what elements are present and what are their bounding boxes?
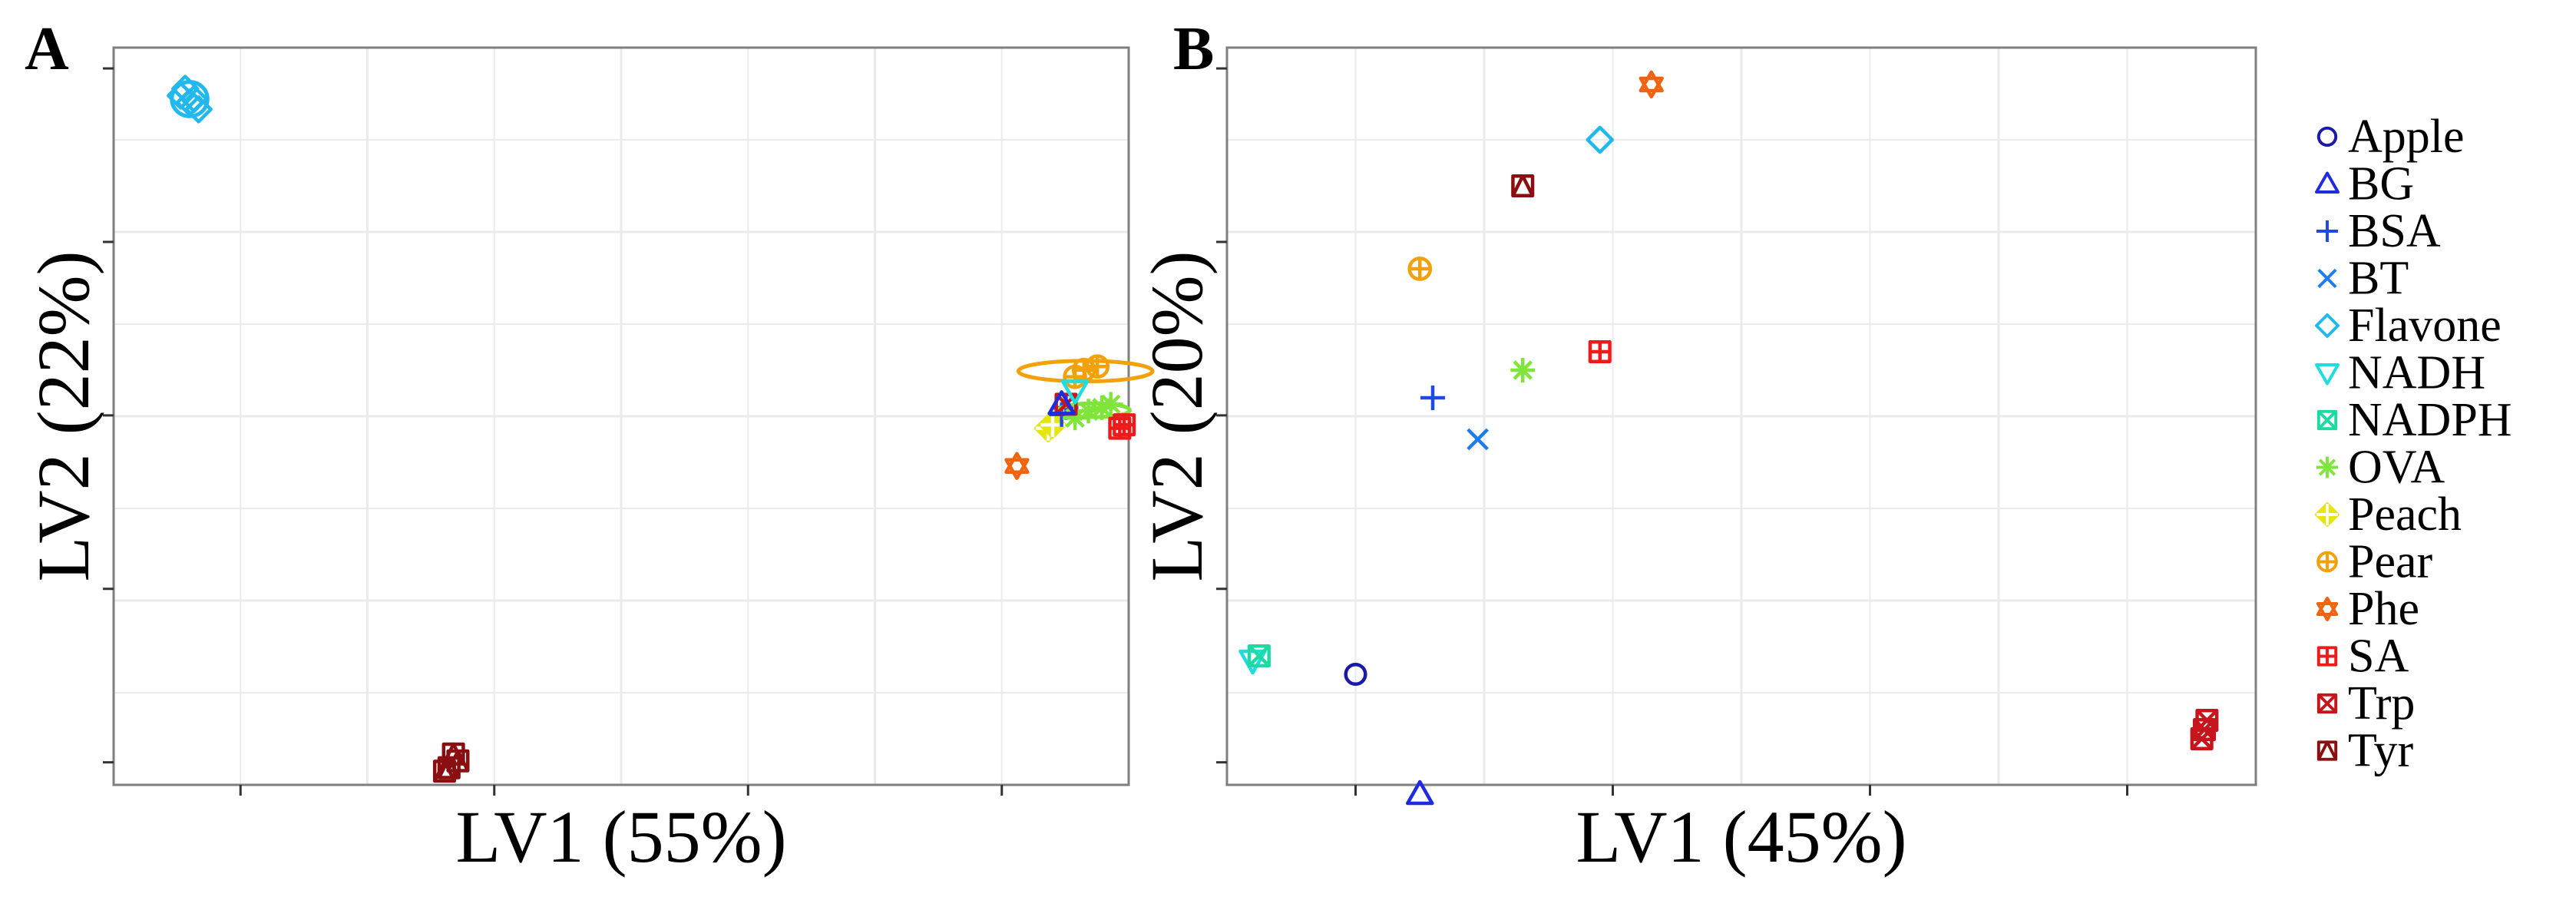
point-trp — [2195, 708, 2219, 733]
panel-b-marks — [1238, 70, 2219, 806]
legend-key-phe — [2316, 597, 2339, 621]
panel-b-grid — [1227, 48, 2256, 785]
legend-label-peach: Peach — [2348, 488, 2462, 541]
point-tyr — [432, 760, 457, 783]
panel-a-marks — [167, 74, 1155, 783]
legend-key-apple — [2316, 126, 2338, 147]
point-bg — [1047, 390, 1076, 415]
legend-key-bg — [2315, 171, 2340, 194]
panel-a-letter: A — [25, 15, 69, 83]
legend-key-bsa — [2316, 220, 2338, 242]
legend-label-sa: SA — [2348, 631, 2409, 683]
point-pear — [1085, 354, 1110, 379]
point-bsa — [1420, 386, 1445, 410]
legend-label-phe: Phe — [2348, 583, 2419, 635]
point-trp — [2190, 727, 2214, 751]
point-pear — [1071, 357, 1096, 382]
panel-b: B LV1 (45%) LV2 (20%) — [1136, 15, 2257, 878]
legend-label-pear: Pear — [2348, 536, 2433, 588]
panel-b-ylabel: LV2 (20%) — [1136, 250, 1218, 581]
panel-a-grid — [114, 48, 1129, 785]
legend-key-bt — [2317, 268, 2337, 289]
legend-label-trp: Trp — [2348, 677, 2415, 730]
legend-key-sa — [2316, 646, 2338, 667]
legend-label-nadh: NADH — [2348, 347, 2485, 399]
panel-a: A LV1 (55%) LV2 (22%) — [22, 15, 1155, 878]
legend-key-trp — [2316, 693, 2338, 714]
legend-label-bsa: BSA — [2348, 205, 2441, 257]
point-phe — [1004, 452, 1030, 480]
point-pear — [1407, 257, 1433, 281]
point-sa — [1113, 413, 1136, 437]
legend-key-peach — [2315, 502, 2340, 527]
panel-b-ticks — [1216, 67, 2128, 796]
legend-label-ova: OVA — [2348, 442, 2445, 494]
point-ova — [1098, 392, 1123, 417]
point-bg — [1406, 779, 1434, 806]
point-nadph — [1247, 644, 1271, 668]
point-apple — [1344, 662, 1367, 687]
legend-key-pear — [2316, 551, 2338, 573]
legend-label-tyr: Tyr — [2348, 725, 2414, 777]
legend-key-ova — [2316, 456, 2338, 478]
point-tyr — [1511, 174, 1535, 198]
panel-a-xlabel: LV1 (55%) — [455, 796, 786, 878]
point-phe — [1639, 70, 1664, 99]
panel-b-xlabel: LV1 (45%) — [1576, 796, 1906, 878]
point-flavone — [180, 84, 209, 114]
legend-label-bt: BT — [2348, 253, 2409, 305]
legend-label-nadph: NADPH — [2348, 394, 2512, 446]
legend-key-tyr — [2316, 740, 2338, 761]
legend-key-nadph — [2316, 409, 2338, 431]
point-bt — [1467, 428, 1490, 451]
point-nadh — [1060, 379, 1090, 405]
legend-key-flavone — [2315, 313, 2340, 338]
legend-label-apple: Apple — [2348, 111, 2465, 163]
legend-key-nadh — [2315, 363, 2340, 386]
legend: AppleBGBSABTFlavoneNADHNADPHOVAPeachPear… — [2315, 111, 2512, 777]
point-sa — [1588, 339, 1612, 364]
panel-a-ticks — [103, 67, 1004, 796]
panel-a-ylabel: LV2 (22%) — [22, 250, 104, 581]
point-flavone — [1586, 125, 1614, 154]
legend-label-flavone: Flavone — [2348, 300, 2502, 352]
point-ova — [1510, 358, 1536, 382]
panel-b-letter: B — [1173, 15, 1214, 83]
legend-label-bg: BG — [2348, 158, 2414, 210]
